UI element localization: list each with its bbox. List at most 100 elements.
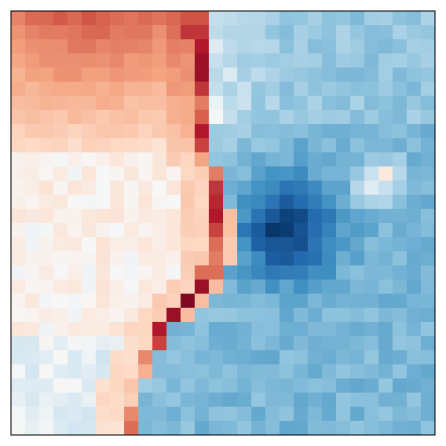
heatmap-cell xyxy=(223,392,238,408)
heatmap-cell xyxy=(321,81,337,97)
heatmap-cell xyxy=(67,336,83,351)
heatmap-cell xyxy=(152,208,167,224)
heatmap-cell xyxy=(138,251,153,266)
heatmap-cell xyxy=(336,350,351,365)
heatmap-cell xyxy=(25,336,40,351)
heatmap-cell xyxy=(279,124,295,139)
heatmap-cell xyxy=(180,420,196,436)
heatmap-cell xyxy=(124,67,139,83)
heatmap-cell xyxy=(350,350,365,365)
heatmap-cell xyxy=(251,109,266,125)
heatmap-cell xyxy=(321,406,337,422)
heatmap-cell xyxy=(138,392,153,408)
heatmap-cell xyxy=(392,265,408,280)
heatmap-cell xyxy=(11,124,26,139)
heatmap-cell xyxy=(237,223,252,238)
heatmap-cell xyxy=(194,53,210,68)
heatmap-cell xyxy=(39,95,54,111)
heatmap-cell xyxy=(152,364,167,379)
heatmap-cell xyxy=(265,293,280,309)
heatmap-cell xyxy=(223,321,238,337)
heatmap-cell xyxy=(293,180,309,196)
heatmap-cell xyxy=(392,67,408,83)
heatmap-cell xyxy=(67,166,83,181)
heatmap-cell xyxy=(109,138,125,153)
heatmap-cell xyxy=(208,237,224,252)
heatmap-cell xyxy=(25,237,40,252)
heatmap-cell xyxy=(180,208,196,224)
heatmap-cell xyxy=(81,251,97,266)
heatmap-cell xyxy=(39,67,54,83)
heatmap-cell xyxy=(420,307,436,323)
heatmap-cell xyxy=(223,194,238,210)
heatmap-cell xyxy=(95,152,111,167)
heatmap-cell xyxy=(350,138,365,153)
heatmap-cell xyxy=(53,420,68,436)
heatmap-cell xyxy=(166,39,181,54)
heatmap-cell xyxy=(406,109,422,125)
heatmap-cell xyxy=(109,152,125,167)
heatmap-cell xyxy=(378,364,393,379)
heatmap-cell xyxy=(307,307,323,323)
heatmap-cell xyxy=(81,11,97,26)
heatmap-cell xyxy=(392,109,408,125)
heatmap-cell xyxy=(39,420,54,436)
heatmap-cell xyxy=(293,307,309,323)
heatmap-cell xyxy=(237,420,252,436)
heatmap-cell xyxy=(420,81,436,97)
heatmap-cell xyxy=(392,336,408,351)
heatmap-cell xyxy=(265,265,280,280)
heatmap-cell xyxy=(336,124,351,139)
heatmap-cell xyxy=(53,208,68,224)
heatmap-cell xyxy=(180,293,196,309)
heatmap-cell xyxy=(81,307,97,323)
heatmap-cell xyxy=(166,95,181,111)
heatmap-cell xyxy=(321,208,337,224)
heatmap-cell xyxy=(392,39,408,54)
heatmap-cell xyxy=(194,321,210,337)
heatmap-cell xyxy=(180,166,196,181)
heatmap-cell xyxy=(166,152,181,167)
heatmap-cell xyxy=(11,293,26,309)
heatmap-cell xyxy=(392,208,408,224)
heatmap-cell xyxy=(180,39,196,54)
heatmap-cell xyxy=(336,194,351,210)
heatmap-cell xyxy=(138,53,153,68)
heatmap-cell xyxy=(237,138,252,153)
heatmap-cell xyxy=(180,350,196,365)
heatmap-cell xyxy=(265,109,280,125)
heatmap-cell xyxy=(406,124,422,139)
heatmap-cell xyxy=(152,378,167,393)
heatmap-cell xyxy=(25,25,40,40)
heatmap-cell xyxy=(166,364,181,379)
heatmap-cell xyxy=(336,11,351,26)
heatmap-cell xyxy=(138,11,153,26)
heatmap-cell xyxy=(67,152,83,167)
heatmap-cell xyxy=(194,420,210,436)
heatmap-cell xyxy=(194,166,210,181)
heatmap-cell xyxy=(124,95,139,111)
heatmap-cell xyxy=(293,364,309,379)
heatmap-cell xyxy=(180,237,196,252)
heatmap-cell xyxy=(364,208,379,224)
heatmap-cell xyxy=(307,81,323,97)
heatmap-cell xyxy=(293,392,309,408)
heatmap-cell xyxy=(378,180,393,196)
heatmap-cell xyxy=(180,406,196,422)
heatmap-cell xyxy=(39,251,54,266)
heatmap-cell xyxy=(223,152,238,167)
heatmap-cell xyxy=(293,420,309,436)
heatmap-cell xyxy=(265,166,280,181)
heatmap-cell xyxy=(11,25,26,40)
heatmap-cell xyxy=(81,39,97,54)
heatmap-cell xyxy=(138,39,153,54)
heatmap-cell xyxy=(237,279,252,295)
heatmap-cell xyxy=(180,378,196,393)
heatmap-cell xyxy=(378,39,393,54)
heatmap-cell xyxy=(237,350,252,365)
heatmap-cell xyxy=(406,279,422,295)
heatmap-cell xyxy=(39,109,54,125)
heatmap-cell xyxy=(166,109,181,125)
heatmap-cell xyxy=(336,420,351,436)
heatmap-cell xyxy=(11,364,26,379)
